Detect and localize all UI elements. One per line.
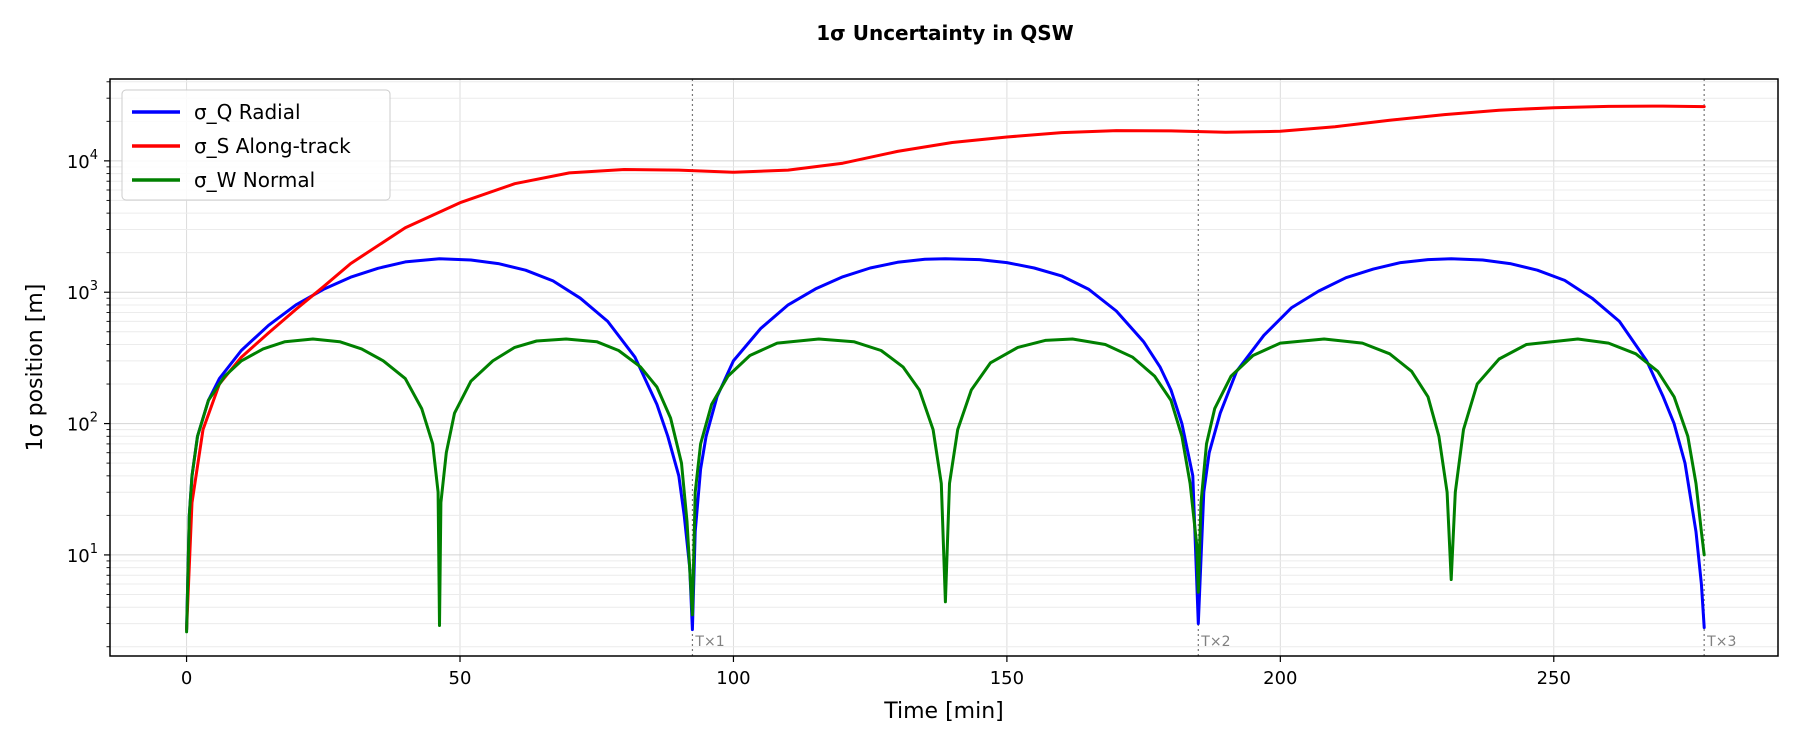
x-tick-label: 150 bbox=[990, 668, 1024, 689]
x-axis-label: Time [min] bbox=[883, 699, 1004, 724]
y-tick-label: 104 bbox=[67, 148, 98, 173]
y-tick-label: 101 bbox=[67, 542, 98, 567]
x-axis: 0 50 100 150 200 250 bbox=[181, 656, 1571, 689]
legend-label: σ_Q Radial bbox=[194, 100, 301, 124]
period-marker-label: T×2 bbox=[1200, 634, 1230, 650]
x-tick-label: 100 bbox=[716, 668, 750, 689]
chart-title: 1σ Uncertainty in QSW bbox=[816, 21, 1073, 45]
y-axis-label: 1σ position [m] bbox=[23, 284, 48, 452]
series-line bbox=[185, 257, 1706, 632]
legend: σ_Q Radial σ_S Along-track σ_W Normal bbox=[121, 89, 391, 201]
y-axis: 101 102 103 104 bbox=[67, 81, 110, 648]
y-tick-label: 103 bbox=[67, 279, 98, 304]
x-tick-label: 50 bbox=[449, 668, 472, 689]
series-lines bbox=[185, 104, 1706, 634]
period-marker-label: T×3 bbox=[1706, 634, 1736, 650]
legend-label: σ_S Along-track bbox=[194, 134, 351, 158]
x-tick-label: 250 bbox=[1537, 668, 1571, 689]
period-marker-label: T×1 bbox=[694, 634, 724, 650]
plot-frame bbox=[109, 78, 1779, 657]
legend-label: σ_W Normal bbox=[194, 168, 315, 192]
y-tick-label: 102 bbox=[67, 411, 98, 436]
series-line bbox=[185, 337, 1706, 634]
legend-box bbox=[121, 89, 391, 201]
x-tick-label: 0 bbox=[181, 668, 192, 689]
series-line bbox=[185, 104, 1706, 632]
x-tick-label: 200 bbox=[1263, 668, 1297, 689]
